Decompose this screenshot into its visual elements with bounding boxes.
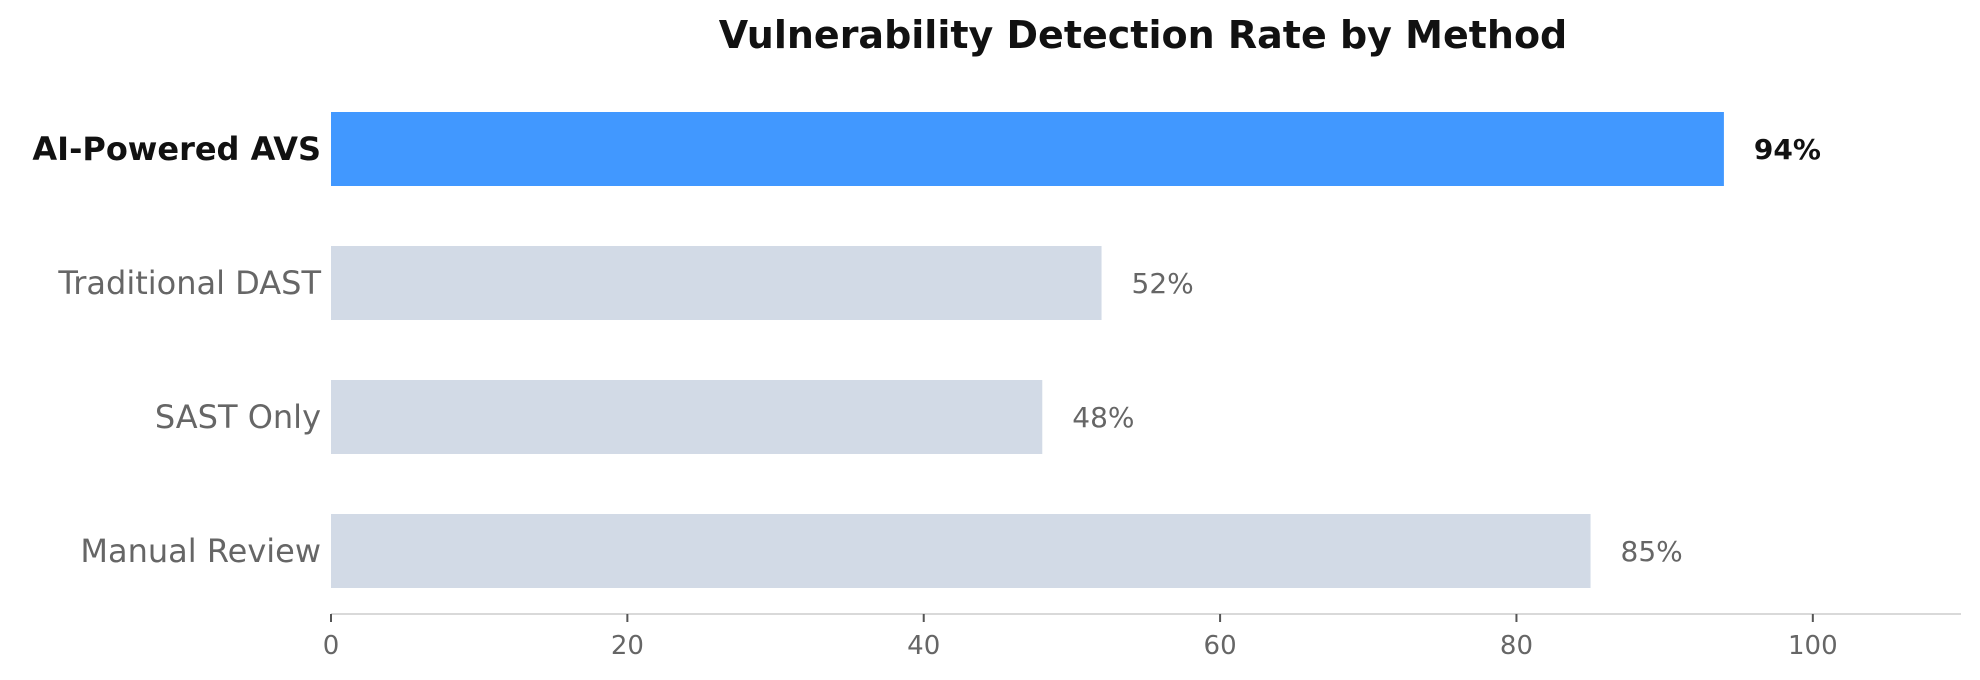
bar-ai-powered-avs [331,112,1724,186]
value-label: 52% [1132,267,1194,300]
x-tick-label: 40 [907,631,940,661]
bar-manual-review [331,514,1591,588]
x-tick-label: 0 [323,631,340,661]
category-label: Manual Review [80,532,321,570]
bar-traditional-dast [331,246,1102,320]
value-label: 48% [1072,401,1134,434]
value-label: 94% [1754,133,1821,166]
category-label: Traditional DAST [57,264,321,302]
bars-layer [331,112,1724,588]
x-tick-label: 80 [1500,631,1533,661]
labels-layer: AI-Powered AVS 94% Traditional DAST 52% SAST… [32,130,1821,570]
x-tick-label: 20 [611,631,644,661]
bar-sast-only [331,380,1043,454]
x-tick-label: 60 [1204,631,1237,661]
category-label: AI-Powered AVS [32,130,321,168]
value-label: 85% [1621,535,1683,568]
x-axis: 0 20 40 60 80 100 [323,613,1961,661]
category-label: SAST Only [155,398,321,436]
x-tick-label: 100 [1788,631,1838,661]
chart-title: Vulnerability Detection Rate by Method [719,13,1568,57]
